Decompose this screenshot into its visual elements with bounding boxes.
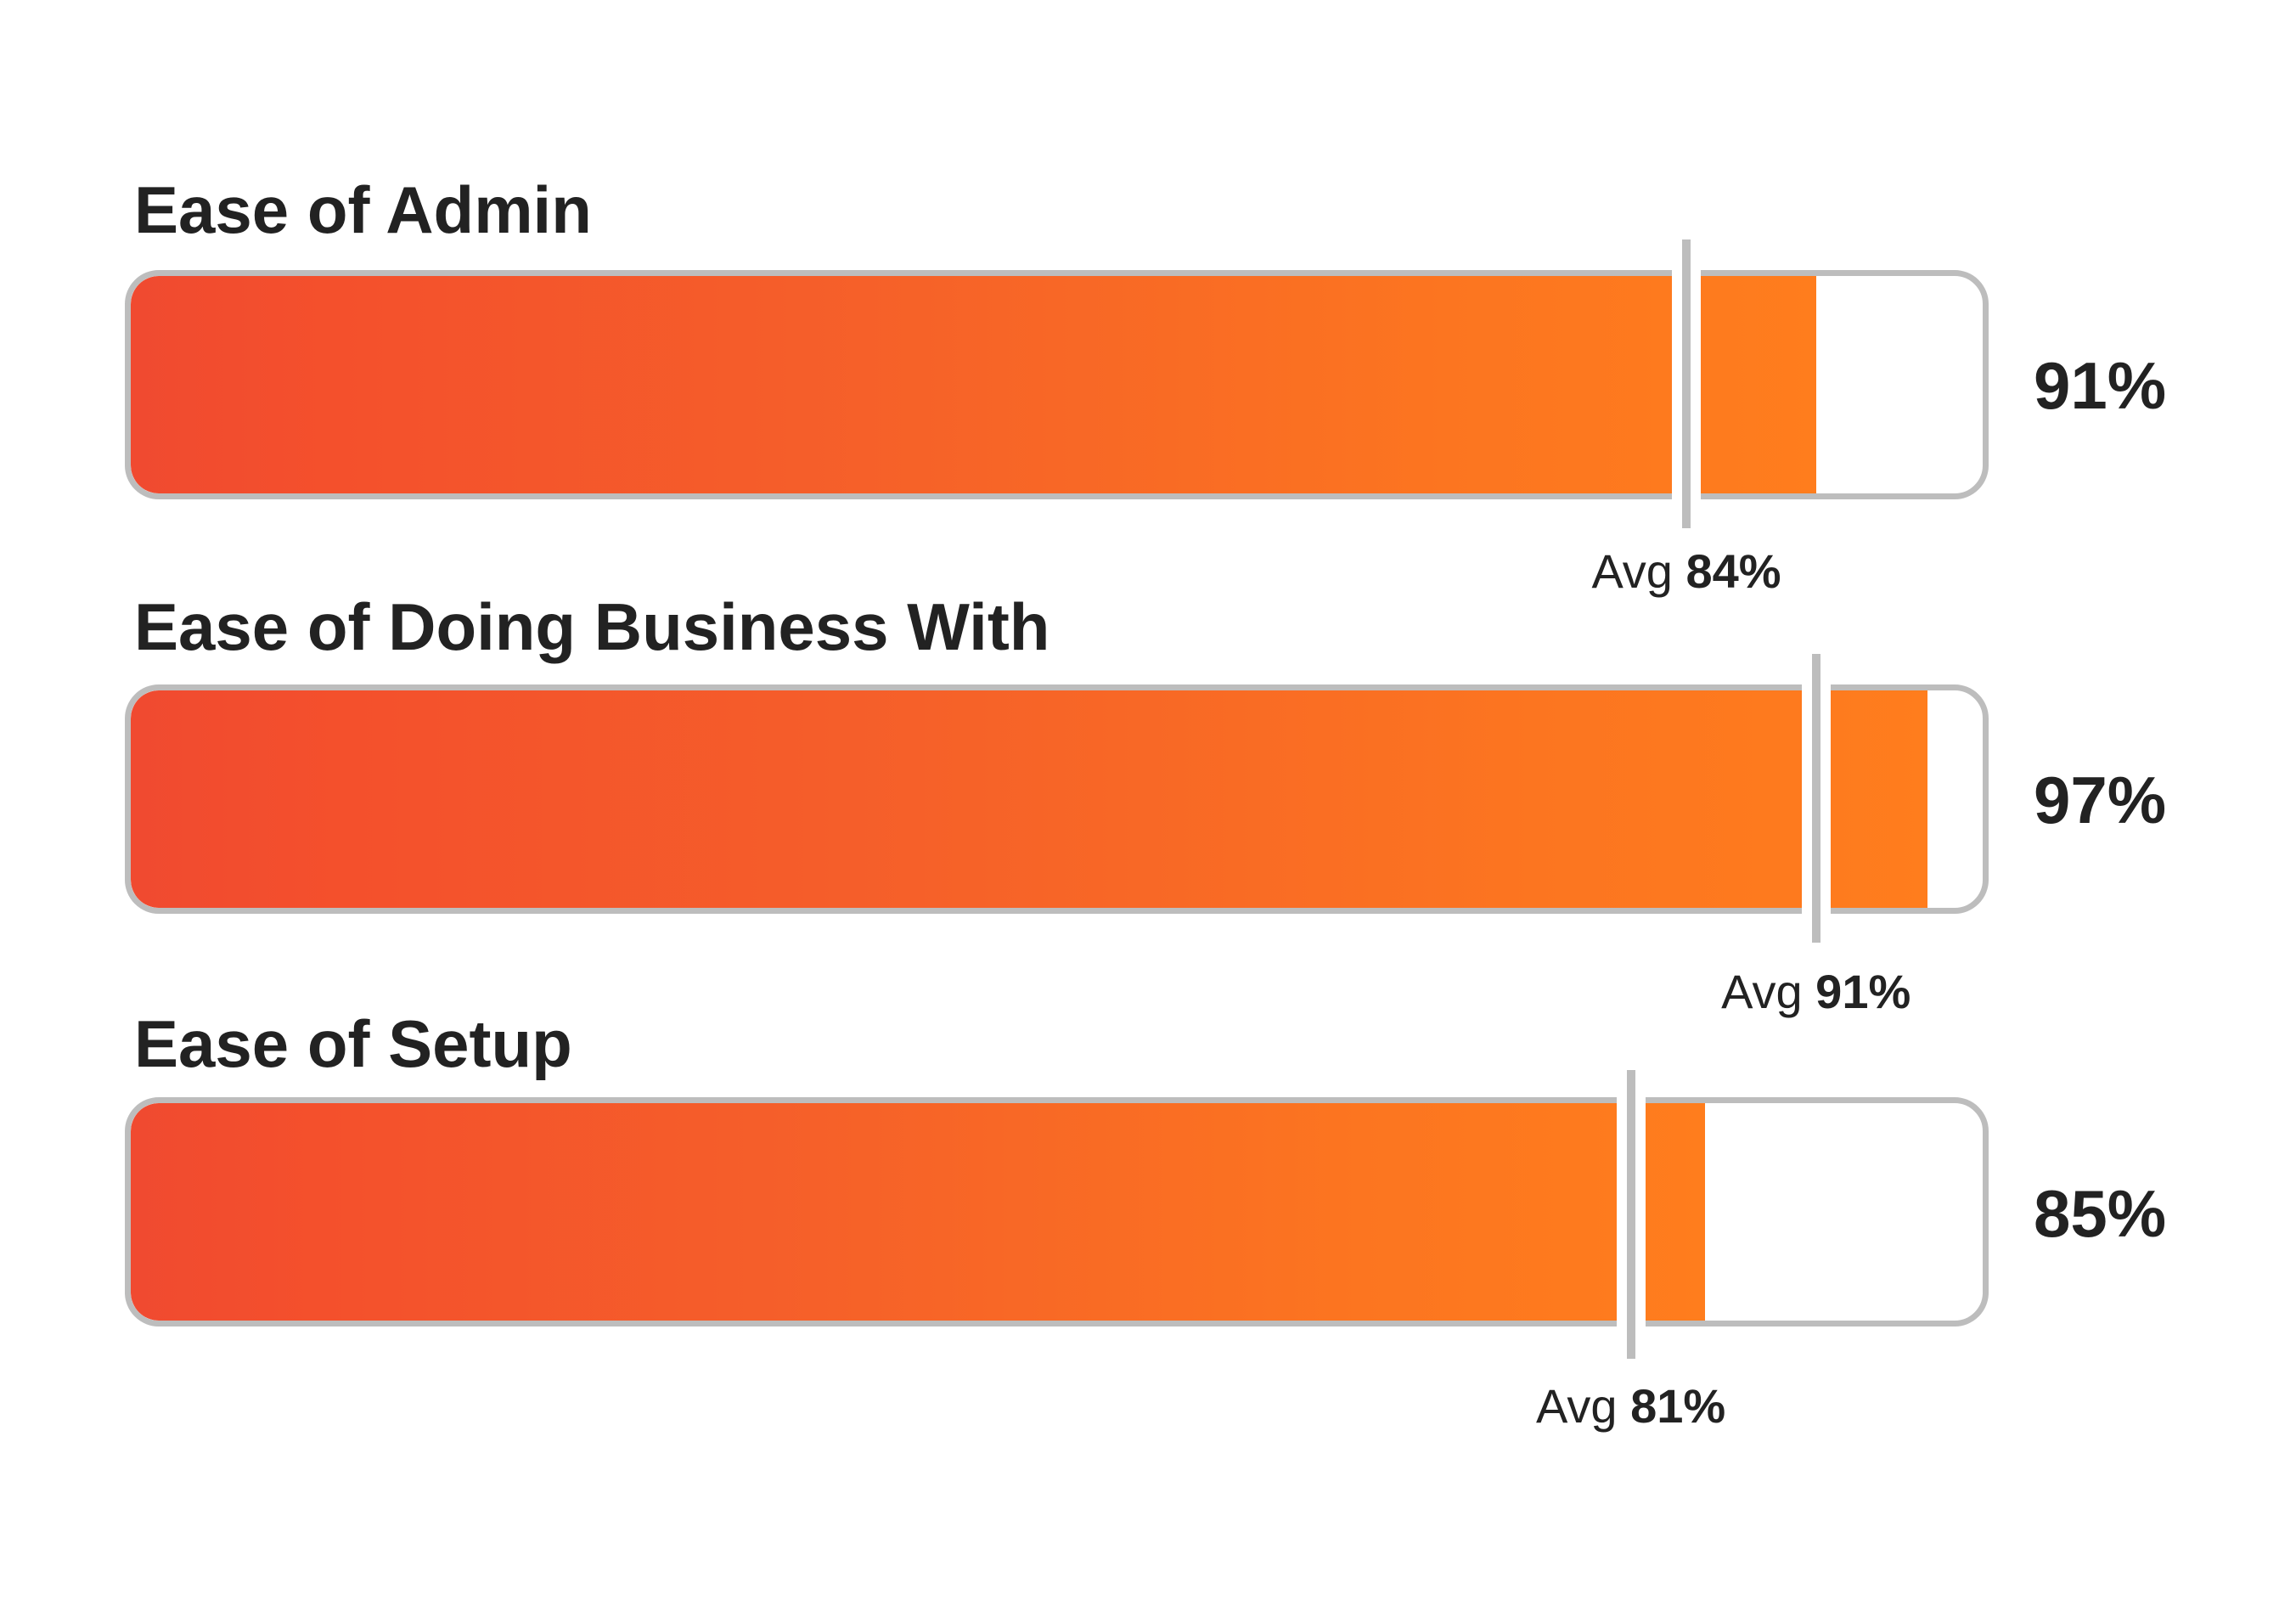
avg-prefix: Avg [1591, 544, 1673, 598]
score-value-ease-of-setup: 85% [2034, 1176, 2167, 1251]
avg-marker-ease-of-admin [1672, 239, 1702, 528]
avg-prefix: Avg [1536, 1379, 1618, 1433]
bar-track-ease-of-doing-business-with [125, 684, 1989, 914]
avg-marker-ease-of-doing-business-with [1801, 654, 1831, 943]
avg-label-ease-of-setup: Avg 81% [1536, 1383, 1725, 1430]
metric-title-ease-of-admin: Ease of Admin [134, 172, 592, 247]
avg-value-ease-of-admin: 84% [1685, 544, 1781, 598]
avg-prefix: Avg [1721, 965, 1803, 1018]
bar-track-ease-of-admin [125, 270, 1989, 499]
metric-title-ease-of-doing-business-with: Ease of Doing Business With [134, 589, 1050, 664]
metric-title-ease-of-setup: Ease of Setup [134, 1006, 572, 1081]
avg-value-ease-of-setup: 81% [1630, 1379, 1726, 1433]
avg-value-ease-of-doing-business-with: 91% [1815, 965, 1911, 1018]
bar-ease-of-admin [131, 276, 1816, 493]
score-value-ease-of-doing-business-with: 97% [2034, 763, 2167, 837]
bar-ease-of-doing-business-with [131, 690, 1927, 908]
score-value-ease-of-admin: 91% [2034, 348, 2167, 423]
avg-marker-ease-of-setup [1616, 1070, 1646, 1359]
bar-ease-of-setup [131, 1103, 1705, 1321]
avg-label-ease-of-admin: Avg 84% [1591, 548, 1781, 595]
bar-track-ease-of-setup [125, 1097, 1989, 1327]
avg-label-ease-of-doing-business-with: Avg 91% [1721, 968, 1911, 1016]
